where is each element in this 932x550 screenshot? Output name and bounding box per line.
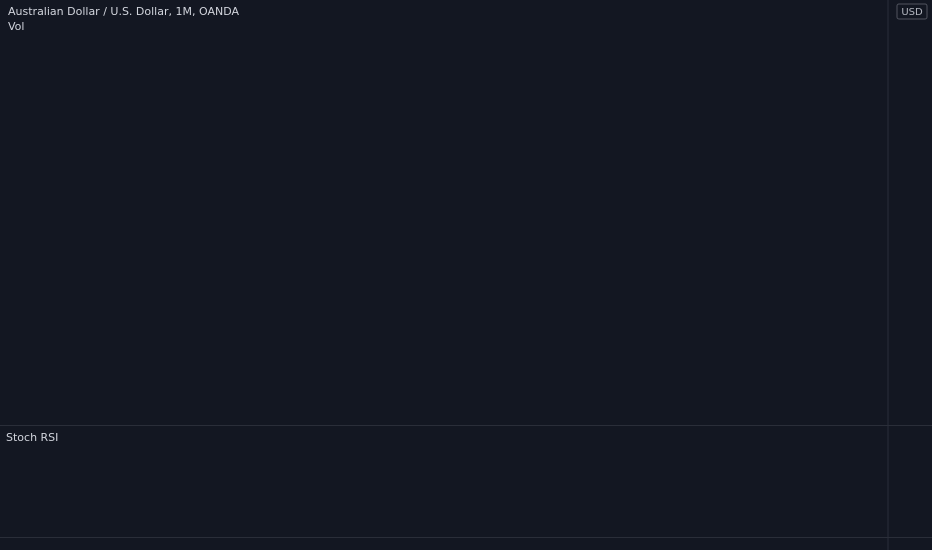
indicator-title: Stoch RSI xyxy=(6,431,58,444)
chart-title: Australian Dollar / U.S. Dollar, 1M, OAN… xyxy=(8,5,239,18)
currency-box[interactable] xyxy=(896,3,928,20)
price-axis-bg xyxy=(888,0,932,550)
currency-label[interactable]: USD xyxy=(901,7,923,18)
volume-label: Vol xyxy=(8,20,24,33)
